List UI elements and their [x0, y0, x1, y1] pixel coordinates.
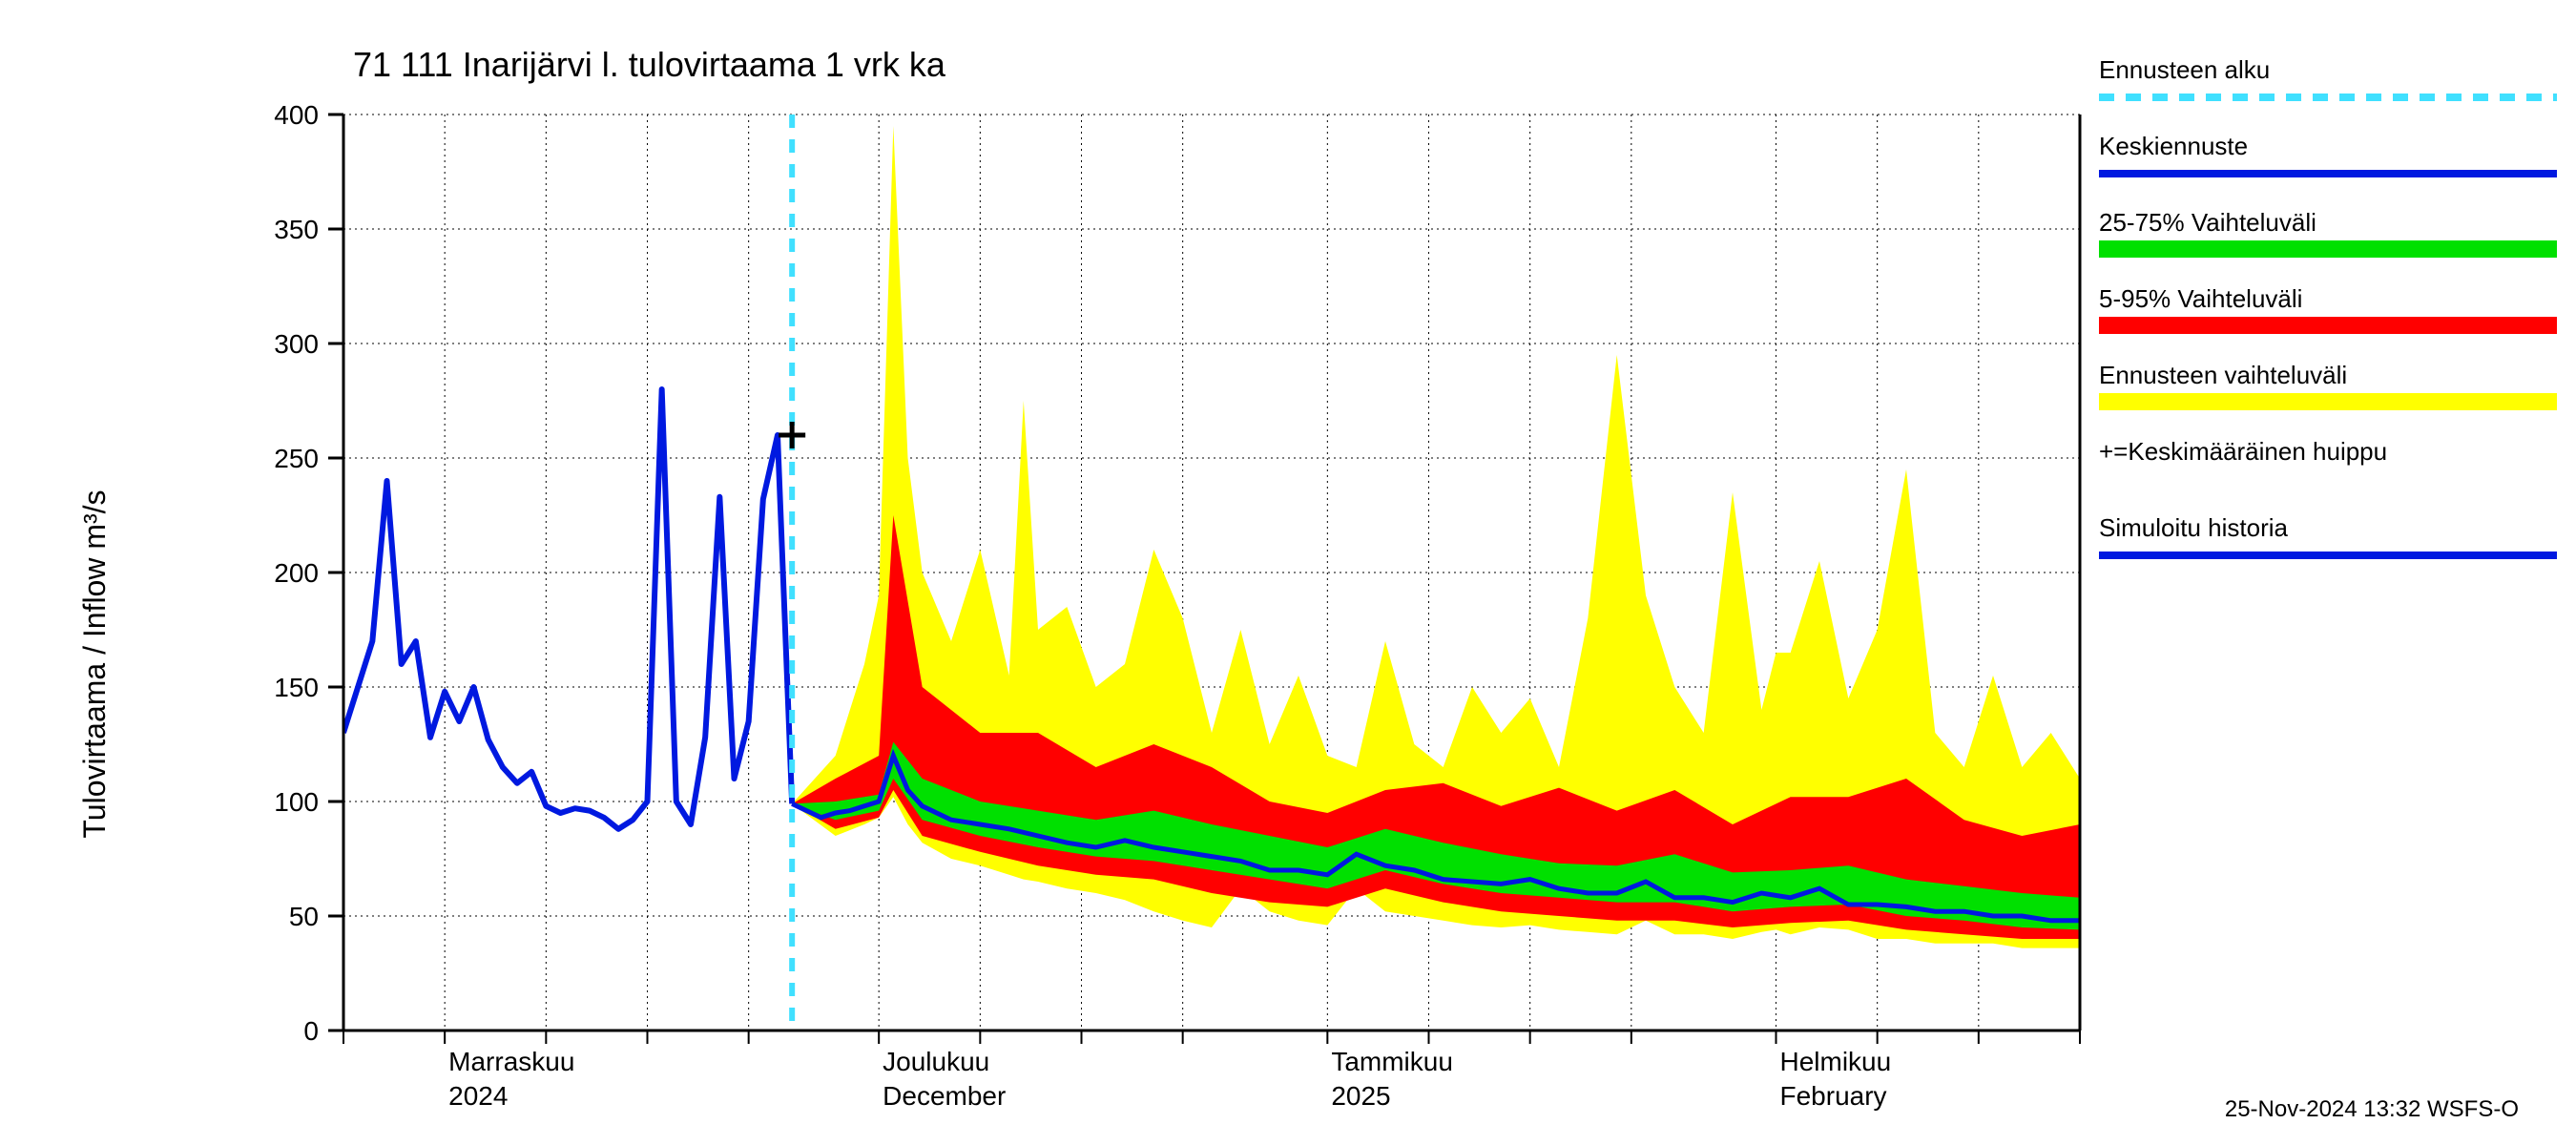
y-tick-label: 100 — [274, 787, 319, 817]
legend-label: Ennusteen vaihteluväli — [2099, 361, 2347, 389]
x-tick-label-bottom: 2024 — [448, 1081, 508, 1111]
y-tick-label: 200 — [274, 558, 319, 588]
x-tick-label-top: Marraskuu — [448, 1047, 574, 1076]
y-tick-label: 300 — [274, 329, 319, 359]
y-tick-label: 350 — [274, 215, 319, 244]
legend-swatch — [2099, 240, 2557, 258]
x-tick-label-bottom: December — [883, 1081, 1006, 1111]
chart-title: 71 111 Inarijärvi l. tulovirtaama 1 vrk … — [353, 45, 946, 84]
y-tick-label: 400 — [274, 100, 319, 130]
legend-swatch — [2099, 393, 2557, 410]
chart-footer: 25-Nov-2024 13:32 WSFS-O — [2225, 1096, 2519, 1122]
x-tick-label-bottom: February — [1780, 1081, 1887, 1111]
legend-label: +=Keskimääräinen huippu — [2099, 437, 2387, 466]
y-tick-label: 150 — [274, 673, 319, 702]
legend-label: Keskiennuste — [2099, 132, 2248, 160]
legend-label: Ennusteen alku — [2099, 55, 2270, 84]
x-tick-label-bottom: 2025 — [1331, 1081, 1390, 1111]
legend-label: Simuloitu historia — [2099, 513, 2289, 542]
inflow-forecast-chart: 0 50 100 150 200 250 300 350 400 Marraskuu 2024 Jou… — [0, 0, 2576, 1145]
x-tick-label-top: Joulukuu — [883, 1047, 989, 1076]
x-tick-label-top: Tammikuu — [1331, 1047, 1453, 1076]
x-tick-label-top: Helmikuu — [1780, 1047, 1892, 1076]
legend-label: 25-75% Vaihteluväli — [2099, 208, 2316, 237]
y-axis-label: Tulovirtaama / Inflow m³/s — [77, 489, 112, 838]
y-tick-label: 250 — [274, 444, 319, 473]
y-tick-label: 0 — [303, 1016, 319, 1046]
y-tick-label: 50 — [289, 902, 319, 931]
legend-swatch — [2099, 317, 2557, 334]
chart-container: 0 50 100 150 200 250 300 350 400 Marraskuu 2024 Jou… — [0, 0, 2576, 1145]
legend-label: 5-95% Vaihteluväli — [2099, 284, 2302, 313]
